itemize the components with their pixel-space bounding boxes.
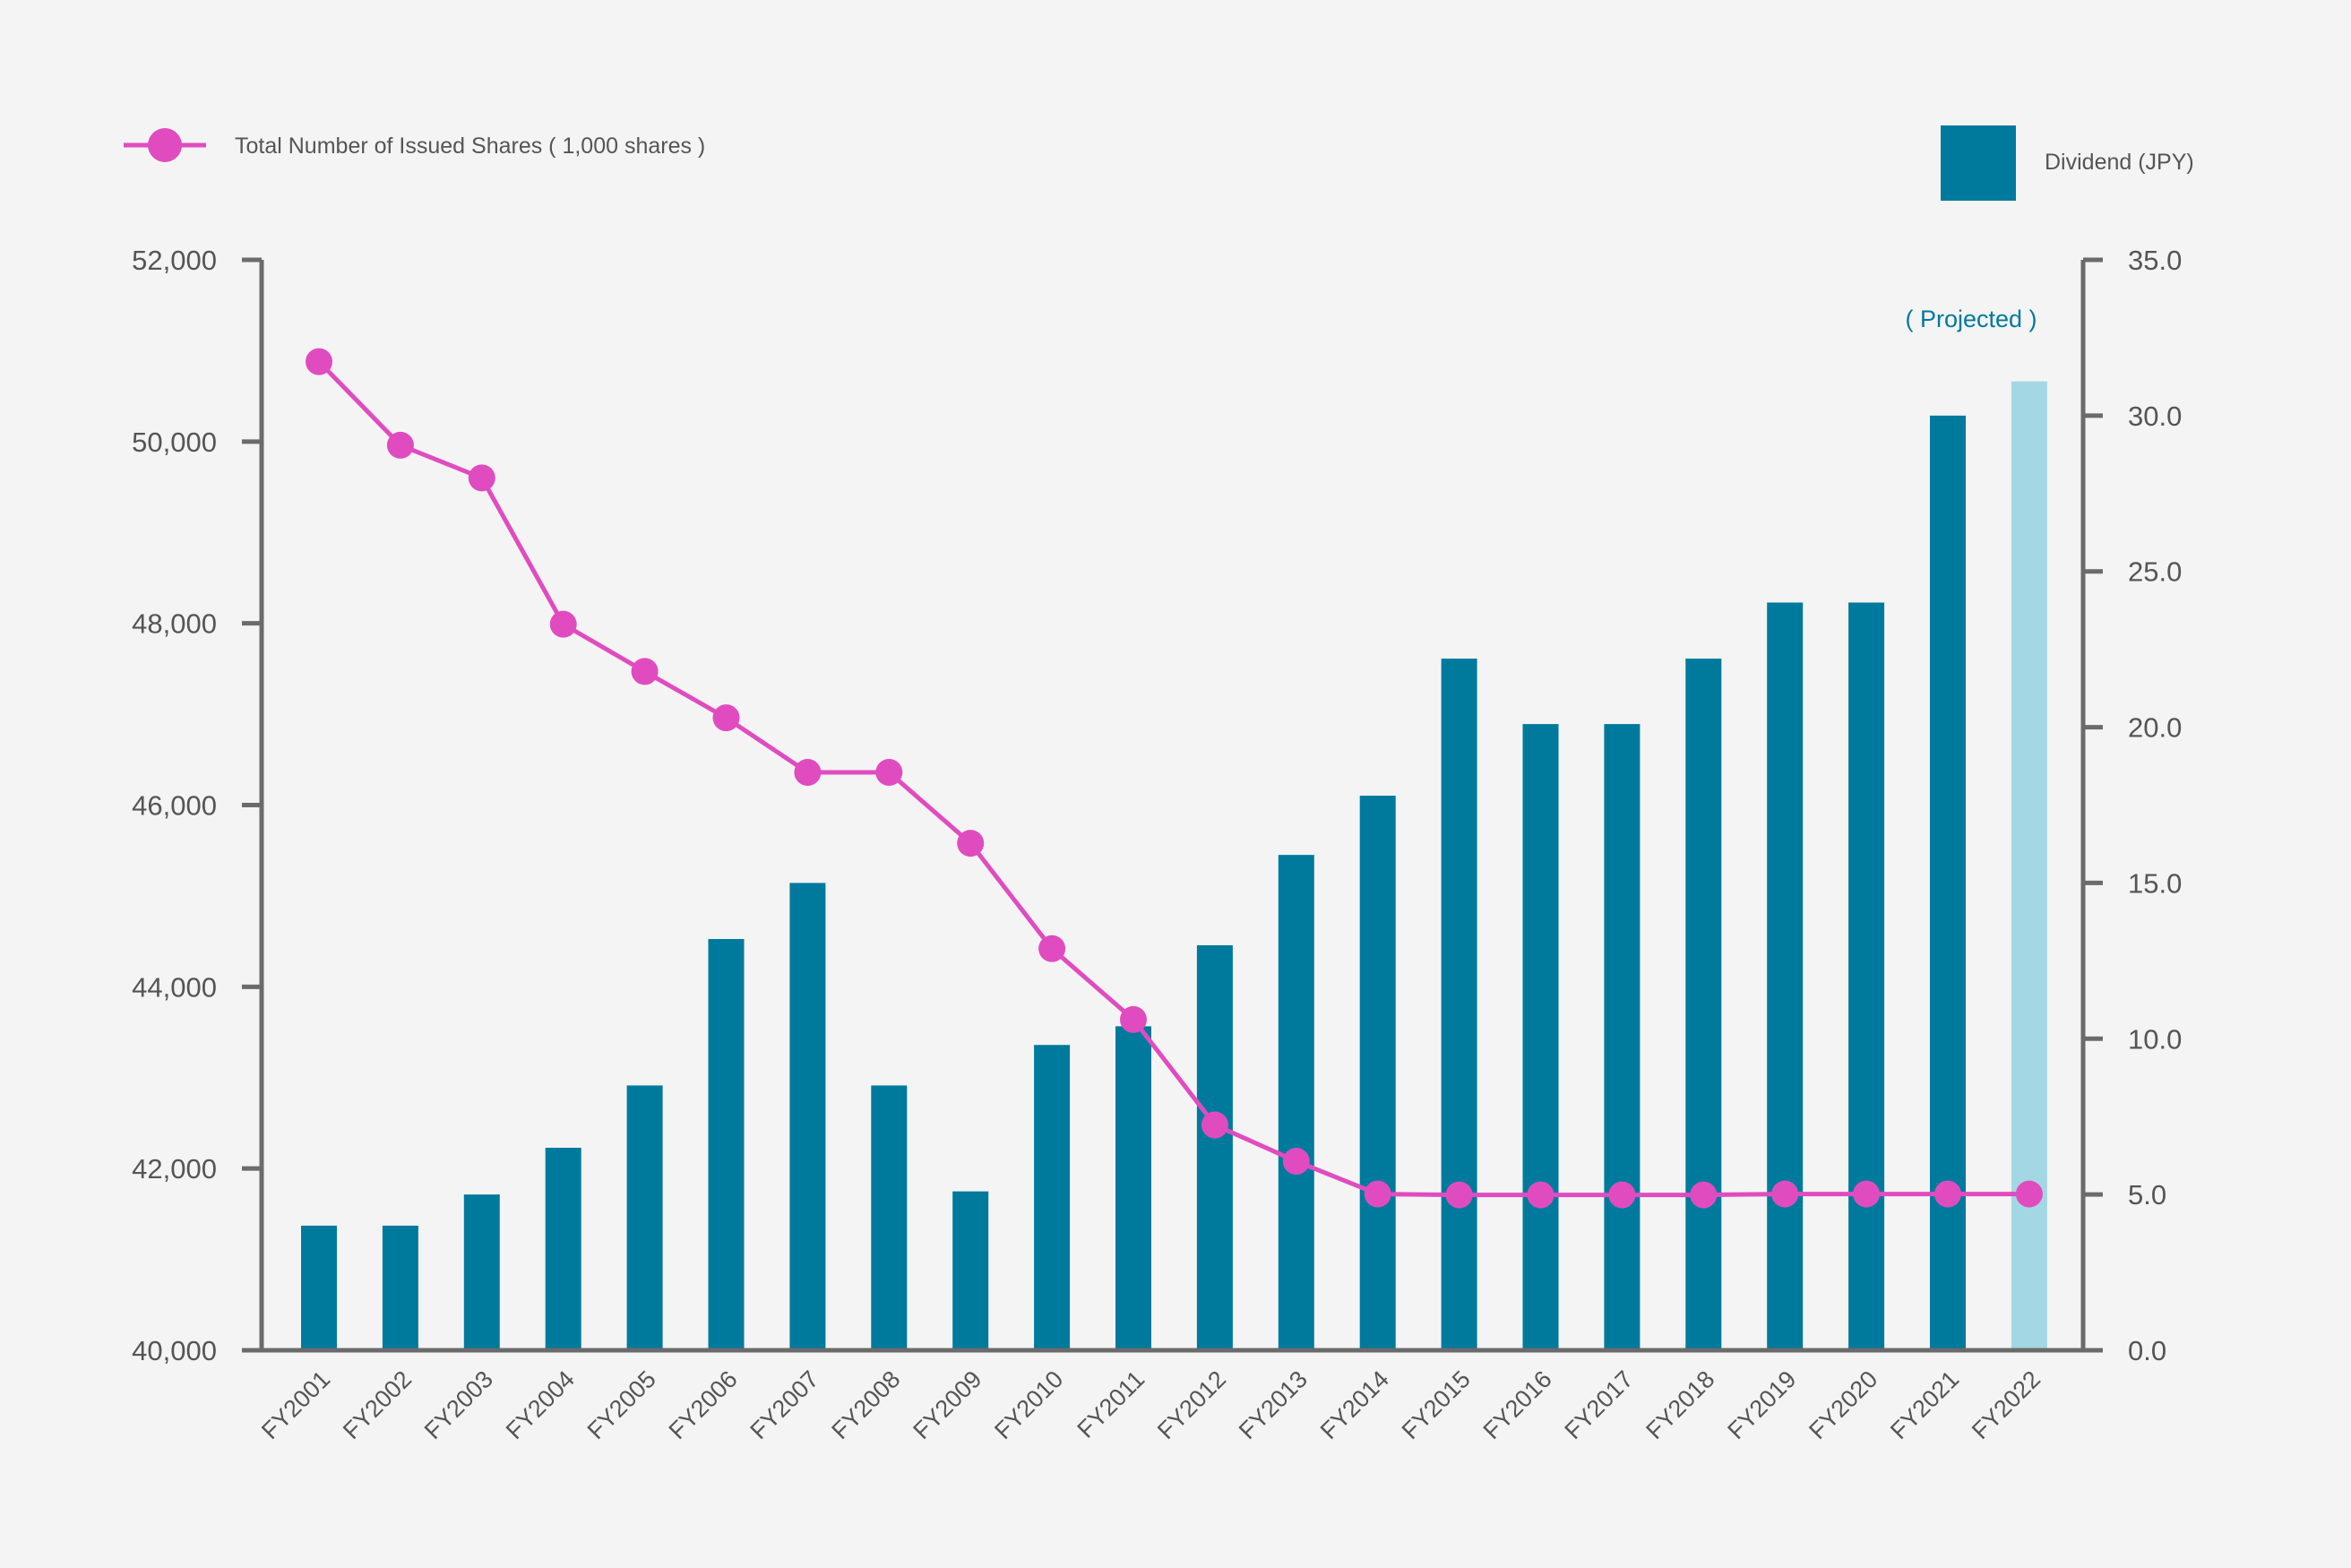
legend-bar-label: Dividend (JPY)	[2045, 150, 2194, 175]
category-label-fy2018: FY2018	[1641, 1366, 1719, 1444]
category-label-fy2007: FY2007	[745, 1366, 824, 1444]
category-label-fy2022: FY2022	[1967, 1366, 2045, 1444]
dividend-bar-fy2004	[545, 1147, 581, 1350]
dividend-bar-fy2015	[1441, 659, 1477, 1350]
category-label-fy2012: FY2012	[1152, 1366, 1231, 1444]
dividend-bar-fy2013	[1278, 855, 1314, 1350]
dividend-bar-fy2003	[463, 1194, 500, 1350]
legend-line-label: Total Number of Issued Shares ( 1,000 sh…	[235, 134, 705, 159]
dividend-bar-fy2008	[871, 1085, 908, 1350]
category-label-fy2005: FY2005	[582, 1366, 661, 1444]
dividend-bar-fy2010	[1034, 1045, 1071, 1350]
dividend-bar-fy2017	[1604, 724, 1641, 1350]
dividend-bar-fy2014	[1359, 796, 1396, 1350]
legend-line: Total Number of Issued Shares ( 1,000 sh…	[124, 128, 705, 162]
issued-shares-line	[317, 359, 2029, 1198]
dividend-bar-fy2001	[301, 1225, 337, 1350]
issued-shares-point-fy2003	[468, 464, 495, 492]
issued-shares-point-fy2004	[549, 610, 577, 638]
category-label-fy2010: FY2010	[989, 1366, 1068, 1444]
category-label-fy2008: FY2008	[826, 1366, 905, 1444]
issued-shares-point-fy2021	[1934, 1180, 1961, 1208]
issued-shares-point-fy2014	[1364, 1180, 1391, 1208]
issued-shares-point-fy2017	[1608, 1181, 1636, 1209]
dividend-bar-fy2018	[1685, 659, 1722, 1350]
category-label-fy2017: FY2017	[1560, 1366, 1639, 1444]
issued-shares-point-fy2013	[1282, 1148, 1310, 1176]
right-tick-label-0: 0.0	[2128, 1335, 2166, 1366]
left-tick-label-42000: 42,000	[132, 1153, 217, 1185]
right-tick-label-25: 25.0	[2128, 556, 2182, 588]
issued-shares-point-fy2020	[1853, 1180, 1881, 1208]
category-label-fy2004: FY2004	[501, 1366, 580, 1444]
category-label-fy2009: FY2009	[908, 1366, 986, 1444]
dividend-bar-fy2012	[1196, 944, 1233, 1350]
dividend-bar-fy2019	[1767, 602, 1804, 1350]
issued-shares-point-fy2011	[1120, 1005, 1147, 1033]
dividend-bar-fy2021	[1930, 415, 1966, 1350]
category-label-fy2016: FY2016	[1478, 1366, 1557, 1444]
legend-line-marker	[148, 128, 182, 162]
issued-shares-point-fy2015	[1445, 1181, 1473, 1209]
category-label-fy2020: FY2020	[1804, 1366, 1882, 1444]
left-tick-label-40000: 40,000	[132, 1335, 217, 1366]
issued-shares-point-fy2009	[957, 830, 985, 857]
dividend-bar-fy2005	[626, 1085, 663, 1350]
issued-shares-point-fy2005	[631, 658, 659, 685]
left-tick-label-50000: 50,000	[132, 426, 217, 458]
issued-shares-point-fy2008	[875, 758, 903, 786]
issued-shares-point-fy2006	[712, 704, 740, 732]
category-label-fy2015: FY2015	[1397, 1366, 1476, 1444]
left-tick-label-46000: 46,000	[132, 790, 217, 822]
dividend-bar-fy2016	[1522, 724, 1559, 1350]
dividend-bar-fy2020	[1848, 602, 1885, 1350]
category-label-fy2006: FY2006	[664, 1366, 743, 1444]
right-tick-label-10: 10.0	[2128, 1023, 2182, 1055]
legend-bar: Dividend (JPY)	[1941, 125, 2194, 201]
issued-shares-point-fy2018	[1690, 1181, 1718, 1209]
issued-shares-point-fy2022	[2015, 1180, 2043, 1208]
left-tick-label-52000: 52,000	[132, 245, 217, 276]
issued-shares-point-fy2001	[306, 348, 332, 375]
line-layer	[306, 348, 2043, 1209]
dividend-bar-fy2002	[382, 1225, 418, 1350]
right-tick-label-5: 5.0	[2128, 1179, 2166, 1210]
category-label-fy2002: FY2002	[338, 1366, 417, 1444]
dividend-bar-fy2006	[708, 939, 745, 1350]
issued-shares-point-fy2019	[1771, 1180, 1799, 1208]
category-label-fy2019: FY2019	[1722, 1366, 1801, 1444]
bars-layer	[301, 381, 2047, 1350]
category-label-fy2003: FY2003	[419, 1366, 498, 1444]
category-label-fy2013: FY2013	[1234, 1366, 1313, 1444]
left-tick-label-44000: 44,000	[132, 971, 217, 1003]
right-tick-label-15: 15.0	[2128, 867, 2182, 899]
right-tick-label-35: 35.0	[2128, 245, 2182, 276]
left-tick-label-48000: 48,000	[132, 608, 217, 640]
category-label-fy2021: FY2021	[1885, 1366, 1964, 1444]
dividend-bar-fy2009	[952, 1191, 989, 1350]
issued-shares-point-fy2016	[1527, 1181, 1554, 1209]
axes-layer	[242, 257, 2103, 1353]
issued-shares-point-fy2010	[1038, 935, 1066, 962]
category-label-fy2001: FY2001	[256, 1366, 335, 1444]
category-label-fy2011: FY2011	[1072, 1366, 1150, 1443]
dividend-bar-fy2011	[1115, 1026, 1151, 1350]
right-tick-label-30: 30.0	[2128, 401, 2182, 432]
category-label-fy2014: FY2014	[1315, 1366, 1394, 1444]
issued-shares-point-fy2007	[794, 758, 822, 786]
legend-bar-swatch	[1941, 125, 2016, 201]
dividend-bar-fy2007	[789, 883, 826, 1350]
issued-shares-point-fy2002	[386, 431, 414, 459]
issued-shares-point-fy2012	[1201, 1111, 1228, 1139]
right-tick-label-20: 20.0	[2128, 712, 2182, 744]
projected-note: ( Projected )	[1905, 306, 2037, 332]
